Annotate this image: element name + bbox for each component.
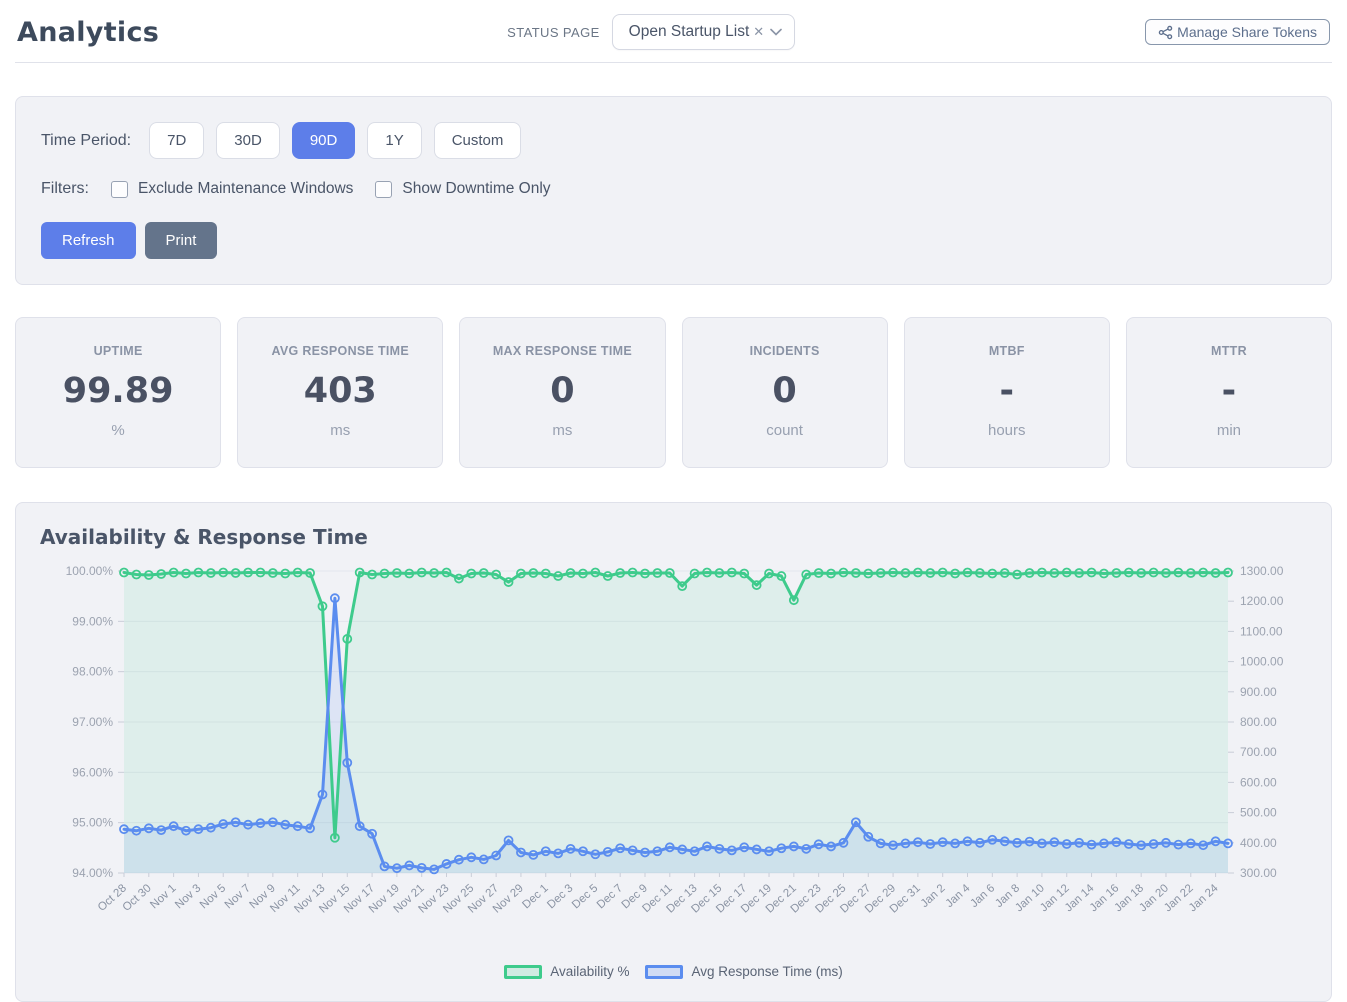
- svg-text:Nov 7: Nov 7: [223, 882, 253, 911]
- svg-text:96.00%: 96.00%: [72, 765, 113, 779]
- stat-card-mtbf: MTBF - hours: [903, 317, 1110, 468]
- filters-label: Filters:: [41, 180, 89, 197]
- chart-legend: Availability % Avg Response Time (ms): [40, 964, 1307, 985]
- exclude-maintenance-checkbox-item[interactable]: Exclude Maintenance Windows: [111, 180, 353, 198]
- clear-selection-icon[interactable]: ✕: [753, 24, 765, 39]
- svg-text:99.00%: 99.00%: [72, 614, 113, 628]
- svg-text:1200.00: 1200.00: [1240, 594, 1284, 608]
- svg-text:Jan 24: Jan 24: [1187, 882, 1221, 914]
- show-downtime-checkbox-item[interactable]: Show Downtime Only: [375, 180, 551, 198]
- stat-unit: %: [111, 422, 125, 439]
- svg-text:500.00: 500.00: [1240, 806, 1277, 820]
- period-button-1y[interactable]: 1Y: [367, 122, 422, 159]
- svg-text:Nov 1: Nov 1: [148, 882, 178, 911]
- time-period-label: Time Period:: [41, 131, 132, 149]
- svg-text:600.00: 600.00: [1240, 775, 1277, 789]
- filter-panel: Time Period: 7D 30D 90D 1Y Custom Filter…: [15, 96, 1332, 285]
- svg-text:400.00: 400.00: [1240, 836, 1277, 850]
- show-downtime-label: Show Downtime Only: [402, 180, 551, 197]
- stat-unit: count: [766, 422, 803, 439]
- chart-title: Availability & Response Time: [40, 525, 368, 549]
- svg-text:Jan 4: Jan 4: [944, 882, 973, 910]
- svg-text:800.00: 800.00: [1240, 715, 1277, 729]
- stat-unit: ms: [552, 422, 573, 439]
- stat-label: INCIDENTS: [749, 344, 820, 358]
- stat-label: MTBF: [988, 344, 1025, 358]
- svg-text:97.00%: 97.00%: [72, 715, 113, 729]
- manage-share-tokens-button[interactable]: Manage Share Tokens: [1145, 19, 1330, 45]
- print-button[interactable]: Print: [144, 222, 218, 259]
- availability-response-chart[interactable]: 100.00% 99.00% 98.00% 97.00% 96.00% 95.00% 94.…: [40, 557, 1307, 957]
- svg-text:300.00: 300.00: [1240, 866, 1277, 880]
- stat-unit: ms: [330, 422, 351, 439]
- status-page-select[interactable]: Open Startup List ✕: [611, 14, 796, 50]
- response-time-legend-label: Avg Response Time (ms): [691, 964, 843, 979]
- svg-text:Dec 7: Dec 7: [595, 882, 625, 911]
- stat-card-uptime: UPTIME 99.89 %: [15, 317, 222, 468]
- svg-text:Jan 2: Jan 2: [919, 882, 948, 910]
- exclude-maintenance-checkbox[interactable]: [111, 180, 128, 198]
- header-divider: [15, 62, 1332, 63]
- svg-text:Dec 3: Dec 3: [545, 882, 575, 911]
- svg-text:1100.00: 1100.00: [1240, 624, 1283, 638]
- exclude-maintenance-label: Exclude Maintenance Windows: [138, 180, 354, 197]
- response-time-legend-swatch: [645, 964, 684, 979]
- header: Analytics STATUS PAGE Open Startup List …: [15, 0, 1332, 52]
- status-page-selected-value: Open Startup List: [628, 23, 750, 40]
- svg-text:900.00: 900.00: [1240, 685, 1277, 699]
- svg-text:Jan 6: Jan 6: [968, 882, 997, 910]
- svg-text:Dec 5: Dec 5: [570, 882, 600, 911]
- stat-value: 403: [303, 371, 377, 411]
- stat-value: 99.89: [62, 371, 174, 411]
- status-page-label: STATUS PAGE: [507, 24, 600, 40]
- stat-unit: hours: [988, 422, 1026, 439]
- stat-card-max-response: MAX RESPONSE TIME 0 ms: [459, 317, 666, 468]
- stat-label: MTTR: [1210, 344, 1247, 358]
- stat-unit: min: [1216, 422, 1242, 439]
- stat-card-mttr: MTTR - min: [1125, 317, 1333, 468]
- svg-text:95.00%: 95.00%: [72, 816, 113, 830]
- stat-value: -: [999, 371, 1015, 411]
- availability-legend-swatch: [504, 964, 543, 979]
- svg-text:98.00%: 98.00%: [72, 665, 113, 679]
- svg-text:Dec 1: Dec 1: [520, 882, 550, 911]
- svg-text:100.00%: 100.00%: [66, 564, 114, 578]
- chart-panel: Availability & Response Time 100.00% 99.0…: [15, 502, 1332, 1002]
- legend-item-response-time[interactable]: Avg Response Time (ms): [645, 964, 843, 979]
- stat-card-incidents: INCIDENTS 0 count: [681, 317, 888, 468]
- stats-row: UPTIME 99.89 % AVG RESPONSE TIME 403 ms …: [15, 317, 1333, 468]
- chevron-down-icon: [770, 28, 783, 36]
- svg-text:700.00: 700.00: [1240, 745, 1277, 759]
- svg-text:Nov 3: Nov 3: [173, 882, 203, 911]
- refresh-button[interactable]: Refresh: [41, 222, 136, 259]
- period-button-30d[interactable]: 30D: [216, 122, 280, 159]
- svg-text:94.00%: 94.00%: [72, 866, 113, 880]
- availability-legend-label: Availability %: [550, 964, 630, 979]
- stat-label: AVG RESPONSE TIME: [271, 344, 410, 358]
- stat-value: -: [1221, 371, 1237, 411]
- svg-text:Oct 30: Oct 30: [121, 882, 154, 914]
- manage-share-tokens-label: Manage Share Tokens: [1177, 24, 1317, 40]
- status-page-selector: STATUS PAGE Open Startup List ✕: [507, 14, 796, 50]
- show-downtime-checkbox[interactable]: [375, 180, 393, 198]
- svg-text:1300.00: 1300.00: [1240, 564, 1284, 578]
- page-title: Analytics: [17, 16, 160, 48]
- stat-card-avg-response: AVG RESPONSE TIME 403 ms: [237, 317, 444, 468]
- stat-value: 0: [550, 371, 575, 411]
- svg-text:Nov 5: Nov 5: [198, 882, 228, 911]
- stat-label: MAX RESPONSE TIME: [492, 344, 632, 358]
- legend-item-availability[interactable]: Availability %: [504, 964, 629, 979]
- stat-value: 0: [772, 371, 797, 411]
- stat-label: UPTIME: [93, 344, 143, 358]
- period-button-90d[interactable]: 90D: [291, 122, 356, 159]
- svg-text:1000.00: 1000.00: [1240, 655, 1284, 669]
- period-button-7d[interactable]: 7D: [149, 122, 205, 159]
- share-icon: [1158, 25, 1173, 39]
- period-button-custom[interactable]: Custom: [433, 122, 522, 159]
